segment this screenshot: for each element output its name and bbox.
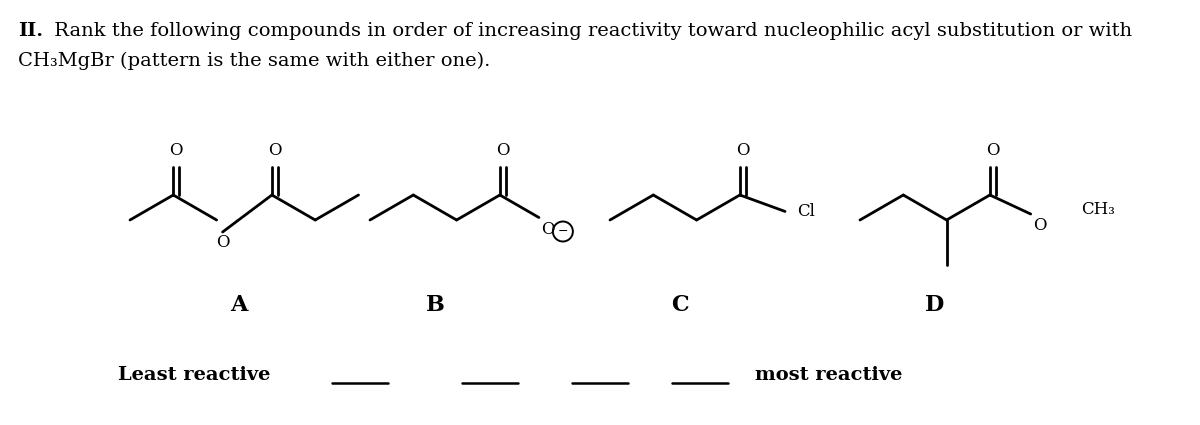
Text: O: O <box>986 142 1000 159</box>
Text: O: O <box>216 234 229 251</box>
Text: B: B <box>426 294 444 316</box>
Text: −: − <box>558 225 568 238</box>
Text: Least reactive: Least reactive <box>118 366 270 384</box>
Text: Rank the following compounds in order of increasing reactivity toward nucleophil: Rank the following compounds in order of… <box>48 22 1132 40</box>
Text: O: O <box>541 221 554 238</box>
Text: CH₃: CH₃ <box>1081 201 1115 218</box>
Text: O: O <box>268 142 282 159</box>
Text: most reactive: most reactive <box>755 366 902 384</box>
Text: O: O <box>1033 217 1046 234</box>
Text: C: C <box>671 294 689 316</box>
Text: CH₃MgBr (pattern is the same with either one).: CH₃MgBr (pattern is the same with either… <box>18 52 491 70</box>
Text: II.: II. <box>18 22 43 40</box>
Text: A: A <box>230 294 247 316</box>
Text: O: O <box>169 142 184 159</box>
Text: Cl: Cl <box>797 203 815 220</box>
Text: D: D <box>925 294 944 316</box>
Text: O: O <box>496 142 510 159</box>
Text: O: O <box>736 142 750 159</box>
